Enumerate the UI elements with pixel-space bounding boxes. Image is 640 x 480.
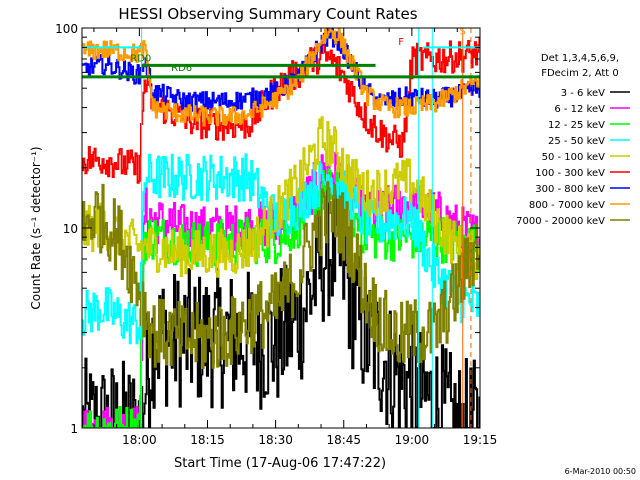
chart-title: HESSI Observing Summary Count Rates <box>118 5 417 23</box>
footer-date: 6-Mar-2010 00:50 <box>565 467 636 476</box>
x-tick-label: 18:15 <box>190 433 225 447</box>
annotation-label: F <box>398 37 404 48</box>
x-tick-label: 19:15 <box>463 433 498 447</box>
x-tick-label: 19:00 <box>395 433 430 447</box>
series-line <box>82 116 480 280</box>
legend-entry-label: 25 - 50 keV <box>548 136 605 147</box>
x-tick-label: 18:30 <box>258 433 293 447</box>
annotation-label: RD0 <box>130 53 151 64</box>
legend-entry-label: 50 - 100 keV <box>542 152 606 163</box>
x-axis-label: Start Time (17-Aug-06 17:47:22) <box>174 456 386 471</box>
y-axis-label: Count Rate (s⁻¹ detector⁻¹) <box>29 146 43 309</box>
legend-entry-label: 300 - 800 keV <box>535 184 605 195</box>
x-tick-label: 18:00 <box>122 433 157 447</box>
annotation-label: S <box>460 26 466 37</box>
legend-header: FDecim 2, Att 0 <box>541 68 619 79</box>
y-tick-label: 100 <box>55 22 78 36</box>
legend-entry-label: 6 - 12 keV <box>554 104 605 115</box>
legend-entry-label: 3 - 6 keV <box>561 88 605 99</box>
series-line <box>82 181 480 369</box>
axis-group: 18:00 18:15 18:30 18:45 19:00 19:15 1 10 100 <box>55 22 497 447</box>
y-tick-label: 1 <box>70 422 78 436</box>
legend-entry-label: 800 - 7000 keV <box>529 200 605 211</box>
legend-entry-label: 7000 - 20000 keV <box>516 216 605 227</box>
annotation-label: RD6 <box>171 63 192 74</box>
y-tick-label: 10 <box>63 222 78 236</box>
legend-entry-label: 12 - 25 keV <box>548 120 605 131</box>
legend: Det 1,3,4,5,6,9, FDecim 2, Att 0 3 - 6 keV… <box>516 53 630 227</box>
x-tick-label: 18:45 <box>326 433 361 447</box>
legend-header: Det 1,3,4,5,6,9, <box>541 53 619 64</box>
legend-entry-label: 100 - 300 keV <box>535 168 605 179</box>
